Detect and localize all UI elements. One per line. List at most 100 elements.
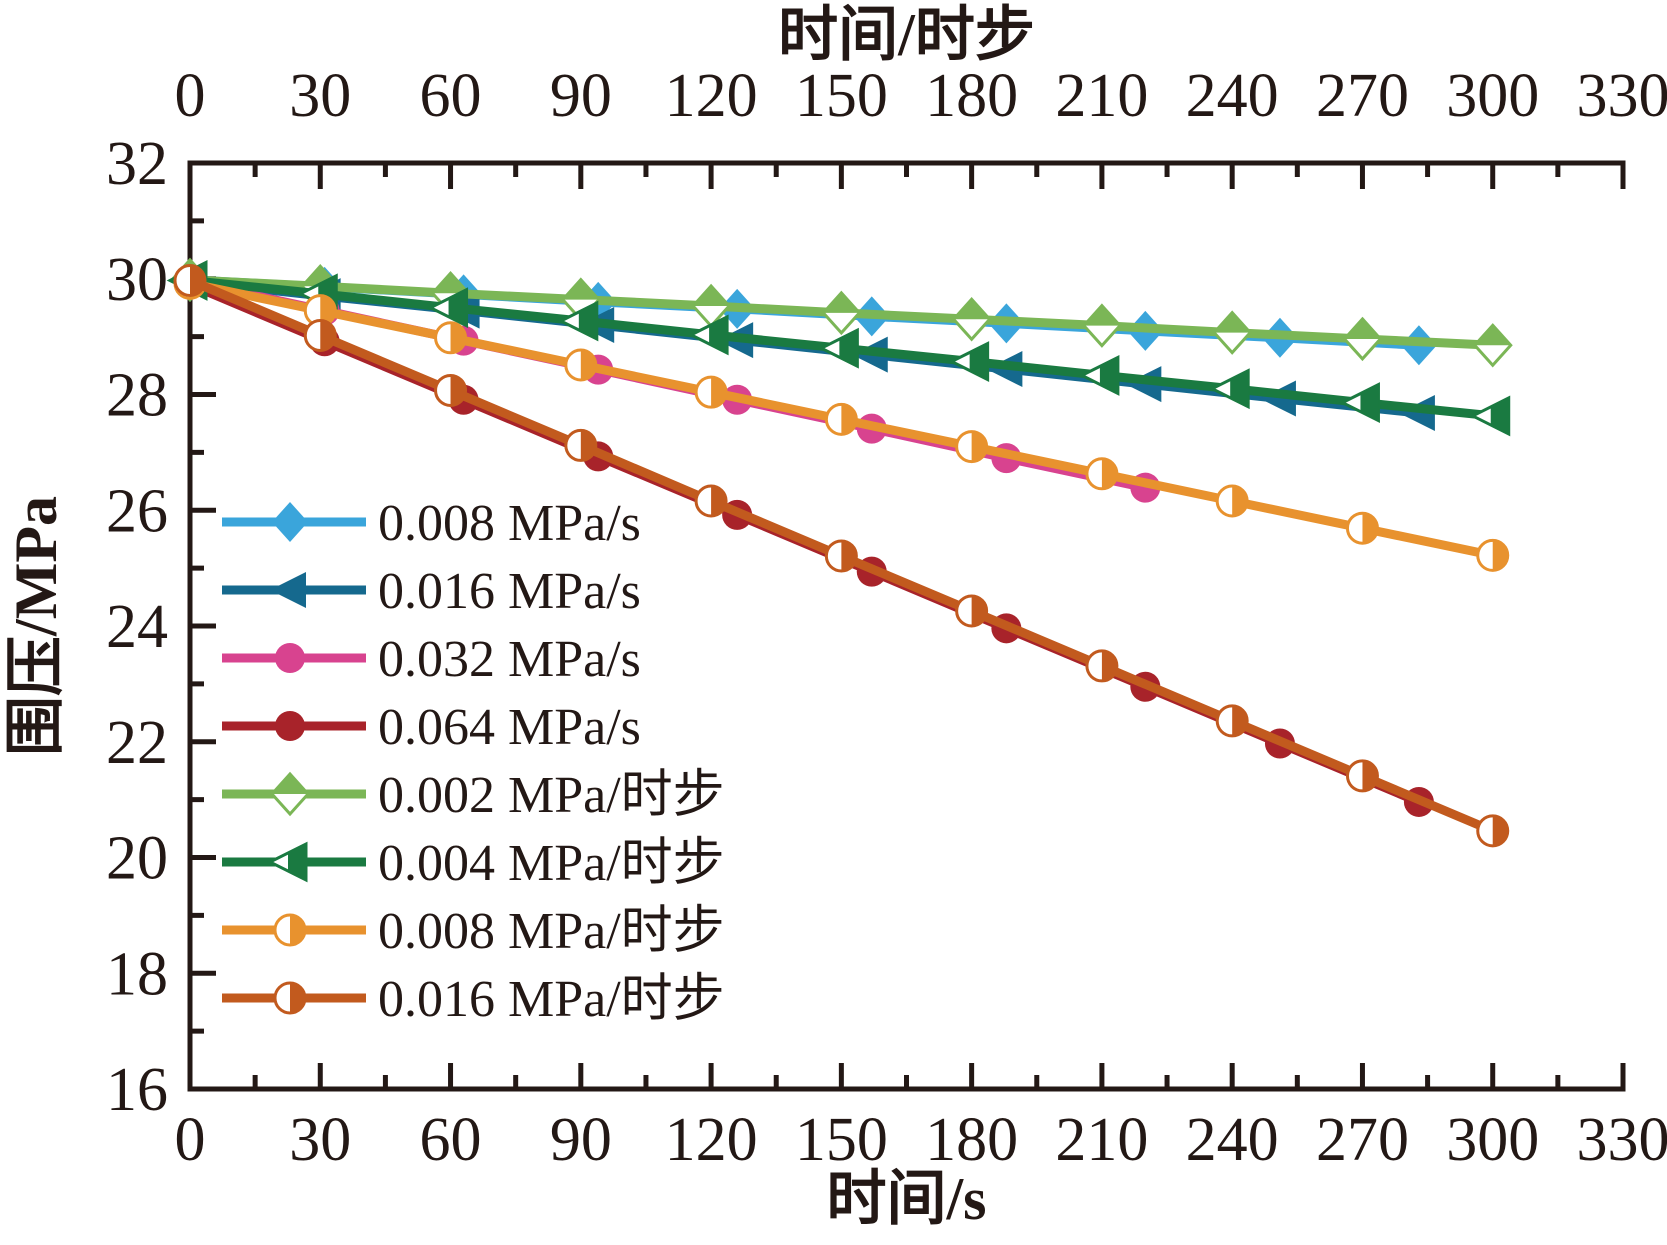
marker-circle-half-fill bbox=[1362, 513, 1378, 544]
marker-circle-half-fill bbox=[1492, 540, 1508, 571]
marker-triangle-left-half-fill bbox=[288, 844, 306, 880]
y-axis-title: 围压/MPa bbox=[3, 496, 70, 756]
legend-item: 0.016 MPa/时步 bbox=[222, 971, 725, 1028]
legend-label: 0.032 MPa/s bbox=[378, 631, 641, 688]
marker-triangle-left bbox=[1259, 380, 1296, 417]
x-tick-label: 30 bbox=[289, 1106, 351, 1174]
marker-diamond-half-fill bbox=[1474, 325, 1511, 346]
top-tick-label: 180 bbox=[925, 62, 1018, 130]
top-tick-label: 210 bbox=[1055, 62, 1148, 130]
x-tick-label: 270 bbox=[1316, 1106, 1409, 1174]
marker-circle-half-fill bbox=[190, 265, 205, 296]
legend-label: 0.008 MPa/s bbox=[378, 495, 641, 552]
marker-circle-half-fill bbox=[1232, 485, 1248, 516]
marker-diamond-half-fill bbox=[432, 273, 469, 294]
marker-circle-half-fill bbox=[841, 404, 857, 435]
y-tick-label: 30 bbox=[106, 246, 168, 314]
marker-circle-half-fill bbox=[450, 375, 466, 406]
marker-circle-half-fill bbox=[971, 595, 987, 626]
marker-circle-half-fill bbox=[1101, 650, 1117, 681]
y-tick-label: 28 bbox=[106, 362, 168, 430]
marker-diamond-half-fill bbox=[693, 285, 730, 306]
marker-circle bbox=[275, 711, 305, 741]
marker-diamond-half-fill bbox=[1214, 312, 1251, 333]
top-tick-label: 60 bbox=[420, 62, 482, 130]
series-0.016 MPa/时步 bbox=[173, 263, 1510, 848]
marker-triangle-left-half-fill bbox=[448, 289, 467, 326]
marker-triangle-left-half-fill bbox=[969, 343, 988, 380]
x-tick-label: 120 bbox=[665, 1106, 758, 1174]
marker-circle-half-fill bbox=[1362, 760, 1378, 791]
top-tick-label: 30 bbox=[289, 62, 351, 130]
marker-circle-half-fill bbox=[320, 295, 336, 326]
top-tick-label: 120 bbox=[665, 62, 758, 130]
marker-triangle-left bbox=[1398, 395, 1435, 432]
x-tick-label: 300 bbox=[1446, 1106, 1539, 1174]
x-tick-label: 60 bbox=[420, 1106, 482, 1174]
marker-diamond-half-fill bbox=[1344, 318, 1381, 339]
top-tick-label: 270 bbox=[1316, 62, 1409, 130]
marker-diamond-half-fill bbox=[562, 279, 599, 300]
x-tick-label: 150 bbox=[795, 1106, 888, 1174]
marker-circle-half-fill bbox=[450, 322, 466, 353]
top-tick-label: 330 bbox=[1577, 62, 1667, 130]
marker-circle-half-fill bbox=[290, 915, 305, 945]
marker-circle-half-fill bbox=[1101, 458, 1117, 489]
marker-circle-half-fill bbox=[711, 485, 727, 516]
y-tick-label: 22 bbox=[106, 709, 168, 777]
legend-item: 0.064 MPa/s bbox=[222, 699, 641, 756]
legend: 0.008 MPa/s 0.016 MPa/s 0.032 MPa/s 0.064 M… bbox=[222, 495, 725, 1028]
legend-item: 0.004 MPa/时步 bbox=[222, 835, 725, 892]
marker-triangle-left-half-fill bbox=[1360, 384, 1379, 421]
x-tick-label: 330 bbox=[1577, 1106, 1667, 1174]
marker-circle-half-fill bbox=[841, 540, 857, 571]
x-tick-label: 90 bbox=[550, 1106, 612, 1174]
x-tick-label: 0 bbox=[175, 1106, 206, 1174]
x-tick-label: 240 bbox=[1186, 1106, 1279, 1174]
marker-circle bbox=[275, 643, 305, 673]
marker-diamond bbox=[272, 502, 308, 542]
marker-triangle-left-half-fill bbox=[839, 330, 858, 367]
legend-label: 0.002 MPa/时步 bbox=[378, 767, 725, 824]
marker-circle-half-fill bbox=[290, 983, 305, 1013]
bottom-axis-title: 时间/s bbox=[826, 1166, 987, 1232]
marker-triangle-left bbox=[270, 572, 306, 608]
marker-triangle-left-half-fill bbox=[578, 302, 597, 339]
marker-triangle-left-half-fill bbox=[709, 316, 728, 353]
marker-circle-half-fill bbox=[711, 377, 727, 408]
top-axis-title: 时间/时步 bbox=[778, 2, 1035, 68]
marker-circle-half-fill bbox=[1492, 815, 1508, 846]
legend-item: 0.032 MPa/s bbox=[222, 631, 641, 688]
marker-diamond-half-fill bbox=[823, 292, 860, 313]
legend-label: 0.004 MPa/时步 bbox=[378, 835, 725, 892]
marker-diamond-half-fill bbox=[953, 299, 990, 320]
marker-triangle-left-half-fill bbox=[1230, 370, 1249, 407]
marker-diamond-half-fill bbox=[272, 774, 308, 794]
y-tick-label: 16 bbox=[106, 1056, 168, 1124]
top-tick-label: 90 bbox=[550, 62, 612, 130]
legend-label: 0.008 MPa/时步 bbox=[378, 903, 725, 960]
top-tick-label: 150 bbox=[795, 62, 888, 130]
y-tick-label: 18 bbox=[106, 940, 168, 1008]
legend-item: 0.016 MPa/s bbox=[222, 563, 641, 620]
marker-circle-half-fill bbox=[971, 431, 987, 462]
x-tick-label: 210 bbox=[1055, 1106, 1148, 1174]
top-tick-label: 300 bbox=[1446, 62, 1539, 130]
marker-circle-half-fill bbox=[580, 349, 596, 380]
y-tick-label: 26 bbox=[106, 477, 168, 545]
marker-diamond-half-fill bbox=[1083, 305, 1120, 326]
marker-triangle-left-half-fill bbox=[1490, 397, 1509, 434]
marker-triangle-left-half-fill bbox=[1099, 357, 1118, 394]
y-tick-label: 32 bbox=[106, 130, 168, 198]
x-tick-label: 180 bbox=[925, 1106, 1018, 1174]
legend-item: 0.008 MPa/时步 bbox=[222, 903, 725, 960]
y-tick-label: 24 bbox=[106, 593, 168, 661]
marker-circle-half-fill bbox=[580, 430, 596, 461]
top-tick-label: 240 bbox=[1186, 62, 1279, 130]
marker-circle-half-fill bbox=[320, 320, 336, 351]
legend-label: 0.016 MPa/时步 bbox=[378, 971, 725, 1028]
top-tick-label: 0 bbox=[175, 62, 206, 130]
legend-item: 0.002 MPa/时步 bbox=[222, 767, 725, 824]
legend-item: 0.008 MPa/s bbox=[222, 495, 641, 552]
